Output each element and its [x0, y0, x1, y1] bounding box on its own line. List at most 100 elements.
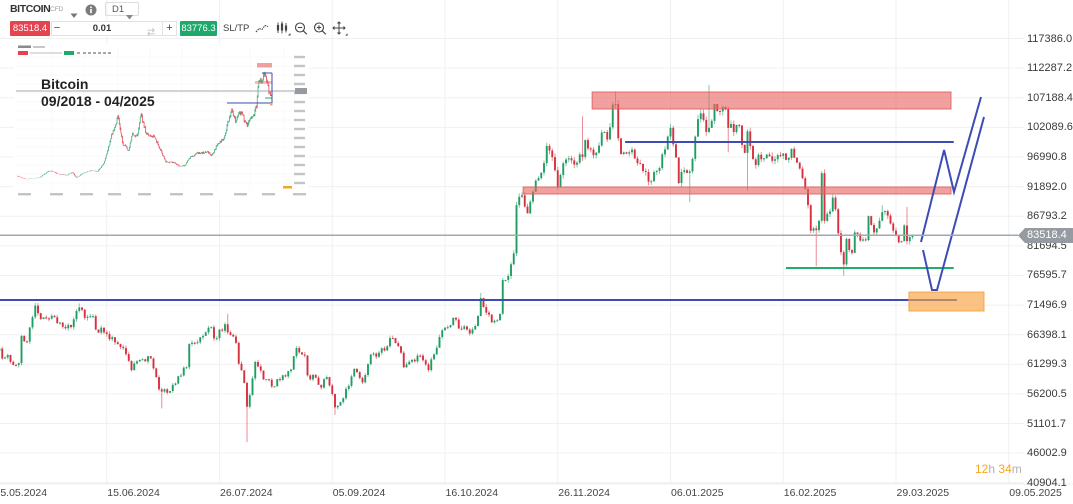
candle: [900, 240, 903, 243]
symbol-name[interactable]: BITCOIN: [10, 3, 51, 15]
candle: [147, 355, 149, 364]
current-price-label: 83518.4: [1027, 228, 1067, 241]
candle: [672, 125, 675, 147]
candle: [48, 317, 50, 322]
candle-body: [4, 357, 6, 359]
candle-body: [262, 370, 265, 380]
candlestick-icon[interactable]: [275, 21, 291, 36]
candle-body: [592, 149, 595, 156]
candle: [158, 375, 160, 391]
candle: [130, 360, 133, 372]
candle: [903, 224, 906, 242]
candle-body: [224, 324, 226, 331]
candle: [53, 314, 56, 318]
quantity-input[interactable]: [62, 22, 142, 35]
inset-mini-symbol: [18, 45, 31, 48]
zoom-out-icon[interactable]: [294, 21, 308, 36]
candle: [554, 153, 556, 172]
time-axis-label: 05.09.2024: [332, 487, 386, 499]
candle: [141, 358, 144, 361]
inset-mini-buy: [64, 51, 74, 55]
candle-body: [435, 347, 438, 355]
inset-axis-label-placeholder: [294, 181, 305, 185]
candle-body: [441, 330, 444, 338]
candle: [67, 323, 70, 331]
candle: [518, 193, 521, 208]
candle-body: [743, 144, 746, 153]
crosshair-icon[interactable]: [332, 21, 348, 36]
swap-icon[interactable]: [146, 24, 156, 37]
candle-body: [867, 216, 870, 240]
buy-price-button[interactable]: 83776.3: [180, 21, 217, 36]
candle: [526, 203, 529, 214]
candle-body: [804, 178, 807, 189]
candle: [144, 358, 147, 362]
candle: [658, 166, 661, 174]
candle: [642, 163, 644, 173]
sl-tp-button[interactable]: SL/TP: [223, 23, 250, 34]
symbol-dropdown-icon[interactable]: [70, 6, 78, 18]
sell-price-button[interactable]: 83518.4: [10, 21, 50, 36]
candle-body: [1, 348, 4, 359]
candle: [743, 144, 746, 154]
candle: [4, 356, 6, 360]
candle: [64, 324, 67, 330]
candle: [163, 388, 166, 393]
increase-quantity-button[interactable]: +: [162, 21, 177, 36]
inset-mini-tool-icon: [98, 52, 101, 54]
candle: [72, 316, 75, 330]
candle: [702, 109, 705, 122]
candle-body: [185, 367, 188, 369]
projection-path-a[interactable]: [920, 96, 982, 243]
candle-body: [345, 388, 347, 399]
candle-body: [848, 238, 851, 251]
candle-body: [246, 382, 248, 407]
candle-body: [540, 172, 543, 179]
candle: [768, 152, 771, 157]
candle: [125, 345, 127, 356]
candle-body: [276, 379, 279, 387]
candle-body: [457, 319, 460, 329]
inset-candles: [16, 71, 273, 180]
candle-body: [452, 317, 455, 326]
candle-body: [842, 252, 845, 265]
candle: [259, 364, 262, 373]
candle-body: [820, 173, 823, 221]
candle-body: [411, 359, 413, 362]
candle: [908, 235, 911, 245]
candle-body: [650, 181, 653, 183]
candle: [133, 361, 136, 371]
info-icon[interactable]: [85, 3, 97, 16]
candle-body: [188, 343, 191, 368]
candle-body: [160, 389, 163, 392]
timeframe-select[interactable]: D1: [105, 2, 139, 20]
candle-body: [70, 324, 72, 328]
candle-body: [837, 209, 840, 234]
candle: [493, 319, 496, 324]
candle: [78, 303, 81, 313]
candle: [521, 192, 523, 198]
candle: [306, 354, 309, 377]
candle: [279, 377, 281, 382]
candle: [661, 152, 664, 171]
candle-body: [254, 361, 257, 379]
inset-axis-label-placeholder: [294, 172, 305, 176]
candle-body: [48, 318, 50, 320]
candle: [455, 317, 457, 322]
candle: [840, 230, 842, 256]
time-axis-label: 16.10.2024: [445, 487, 499, 499]
candle-body: [587, 140, 589, 149]
price-axis-label: 76595.7: [1027, 269, 1067, 282]
candle: [350, 374, 353, 388]
candle-body: [394, 338, 397, 344]
projection-path-b[interactable]: [922, 116, 985, 291]
zoom-in-icon[interactable]: [313, 21, 327, 36]
candle-body: [812, 228, 815, 231]
line-chart-icon[interactable]: [255, 21, 269, 36]
candle: [127, 351, 130, 363]
candle-body: [347, 385, 350, 389]
candle: [606, 130, 609, 142]
candle: [199, 336, 202, 345]
candle: [9, 354, 12, 364]
candle-body: [210, 327, 213, 329]
